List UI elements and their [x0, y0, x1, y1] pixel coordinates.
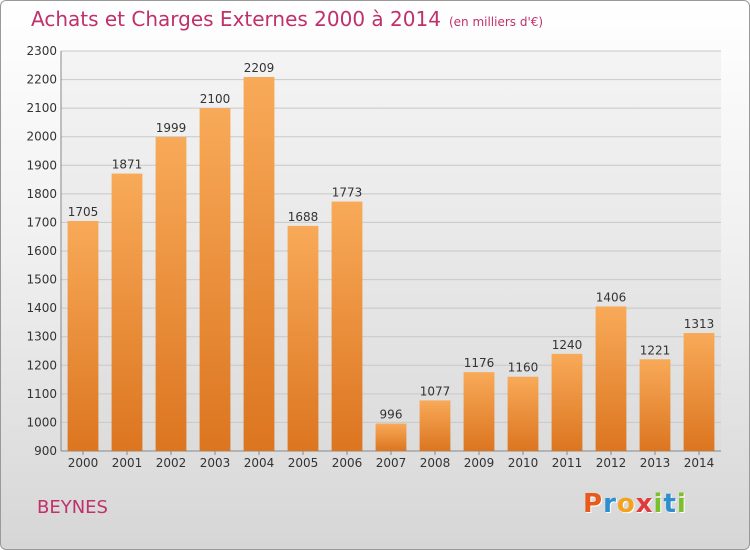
data-label: 2100: [200, 92, 231, 106]
bar: [287, 225, 319, 451]
plot-area: 900 1000 1100 1200 1300 1400 1500 1600 1700 1800 1…: [26, 44, 721, 470]
bar: [155, 137, 187, 451]
y-tick-label: 1600: [26, 244, 57, 258]
y-tick-label: 1800: [26, 187, 57, 201]
bar: [639, 359, 671, 451]
bar: [595, 306, 627, 451]
y-tick-label: 1400: [26, 301, 57, 315]
logo-letter: i: [653, 489, 664, 519]
y-tick-label: 2300: [26, 44, 57, 58]
data-label: 1705: [68, 205, 99, 219]
bar: [507, 376, 539, 451]
data-label: 1999: [156, 121, 187, 135]
bar: [463, 372, 495, 451]
data-label: 1221: [640, 343, 671, 357]
data-label: 1688: [288, 210, 319, 224]
bar: [683, 333, 715, 451]
bar: [551, 353, 583, 451]
x-tick-label: 2008: [420, 456, 451, 470]
y-tick-label: 1300: [26, 330, 57, 344]
data-label: 1773: [332, 186, 363, 200]
bar: [419, 400, 451, 451]
x-tick-label: 2002: [156, 456, 187, 470]
chart-title-text: Achats et Charges Externes 2000 à 2014: [31, 7, 441, 31]
x-tick-label: 2001: [112, 456, 143, 470]
x-tick-label: 2004: [244, 456, 275, 470]
y-tick-label: 1000: [26, 415, 57, 429]
data-label: 1176: [464, 356, 495, 370]
x-tick-label: 2014: [684, 456, 715, 470]
x-tick-label: 2011: [552, 456, 583, 470]
logo-letter: t: [663, 489, 677, 519]
y-tick-label: 1500: [26, 273, 57, 287]
data-label: 1313: [684, 317, 715, 331]
x-tick-label: 2009: [464, 456, 495, 470]
x-tick-label: 2005: [288, 456, 319, 470]
x-tick-label: 2012: [596, 456, 627, 470]
chart-title: Achats et Charges Externes 2000 à 2014 (e…: [31, 7, 543, 31]
proxiti-logo[interactable]: Proxiti: [583, 489, 687, 519]
logo-letter: r: [603, 489, 617, 519]
bar: [243, 77, 275, 451]
y-tick-label: 2100: [26, 101, 57, 115]
bar: [331, 201, 363, 451]
bar: [375, 423, 407, 451]
logo-letter: P: [583, 489, 604, 519]
data-label: 2209: [244, 61, 275, 75]
x-tick-label: 2013: [640, 456, 671, 470]
y-tick-label: 2200: [26, 73, 57, 87]
y-tick-label: 900: [34, 444, 57, 458]
y-tick-label: 1700: [26, 215, 57, 229]
x-tick-label: 2003: [200, 456, 231, 470]
bar: [199, 108, 231, 452]
y-tick-label: 1200: [26, 358, 57, 372]
chart-subtitle: (en milliers d'€): [448, 15, 544, 29]
y-tick-label: 1900: [26, 158, 57, 172]
logo-letter: i: [676, 489, 687, 519]
data-label: 1077: [420, 384, 451, 398]
bar: [67, 221, 99, 451]
x-tick-label: 2006: [332, 456, 363, 470]
y-tick-label: 1100: [26, 387, 57, 401]
y-tick-label: 2000: [26, 130, 57, 144]
commune-name: BEYNES: [37, 497, 108, 518]
data-label: 996: [380, 408, 403, 422]
data-label: 1240: [552, 338, 583, 352]
x-tick-label: 2010: [508, 456, 539, 470]
data-label: 1406: [596, 290, 627, 304]
data-label: 1871: [112, 158, 143, 172]
data-label: 1160: [508, 361, 539, 375]
logo-letter: o: [616, 489, 636, 519]
logo-letter: x: [635, 489, 654, 519]
x-tick-label: 2007: [376, 456, 407, 470]
bar: [111, 173, 143, 452]
x-tick-label: 2000: [68, 456, 99, 470]
